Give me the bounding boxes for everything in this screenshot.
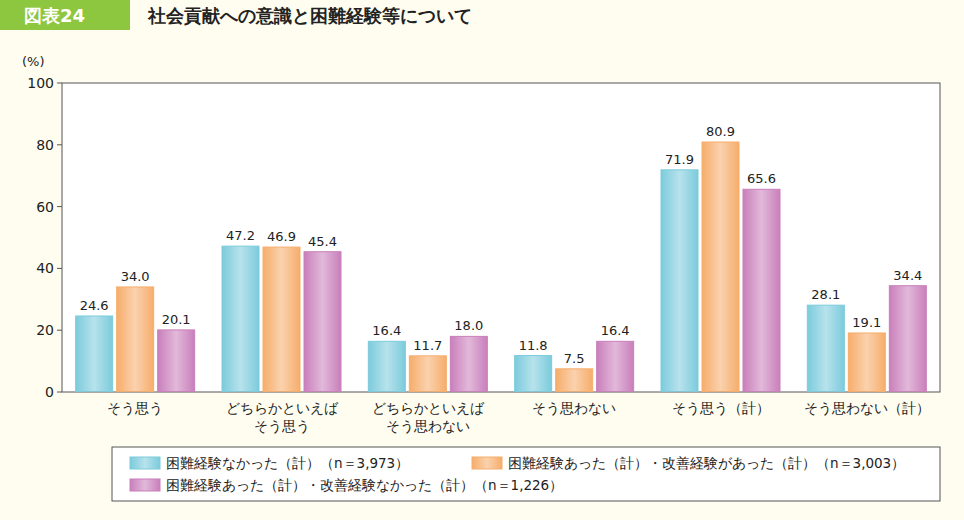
y-tick-label: 0 bbox=[45, 384, 54, 400]
data-label: 11.7 bbox=[413, 338, 442, 353]
bar bbox=[304, 252, 341, 392]
x-tick-label: そう思う（計） bbox=[672, 400, 770, 416]
x-tick-label: どちらかといえばそう思わない bbox=[372, 400, 485, 434]
plot-frame bbox=[62, 83, 940, 392]
data-label: 19.1 bbox=[852, 315, 881, 330]
bars bbox=[76, 142, 927, 392]
bar bbox=[661, 170, 698, 392]
legend-label: 困難経験あった（計）・改善経験なかった（計）（n＝1,226） bbox=[166, 477, 563, 493]
bar bbox=[76, 316, 113, 392]
legend-label: 困難経験なかった（計）（n＝3,973） bbox=[166, 455, 409, 471]
y-tick-label: 60 bbox=[36, 199, 54, 215]
x-tick-label: どちらかといえばそう思う bbox=[226, 400, 339, 434]
data-label: 28.1 bbox=[811, 287, 840, 302]
data-labels: 24.6 34.0 20.1 47.2 46.9 45.4 16.4 11.7 18.0 11.8… bbox=[80, 124, 923, 366]
y-tick bbox=[57, 144, 62, 145]
data-label: 24.6 bbox=[80, 298, 109, 313]
data-label: 80.9 bbox=[706, 124, 735, 139]
y-tick-label: 20 bbox=[36, 322, 54, 338]
data-label: 34.0 bbox=[121, 269, 150, 284]
data-label: 7.5 bbox=[564, 351, 585, 366]
bar bbox=[409, 356, 446, 392]
bar bbox=[222, 246, 259, 392]
bar bbox=[807, 305, 844, 392]
bar bbox=[743, 189, 780, 392]
legend-box bbox=[112, 447, 940, 501]
badge bbox=[0, 0, 130, 30]
data-label: 46.9 bbox=[267, 229, 296, 244]
y-tick bbox=[57, 392, 62, 393]
bar bbox=[889, 286, 926, 392]
y-tick bbox=[57, 330, 62, 331]
x-tick-label: そう思わない bbox=[532, 400, 616, 416]
bar bbox=[556, 369, 593, 392]
bar bbox=[450, 336, 487, 392]
y-axis-label: (%) bbox=[22, 54, 45, 69]
bar bbox=[702, 142, 739, 392]
y-tick bbox=[57, 268, 62, 269]
data-label: 34.4 bbox=[893, 268, 922, 283]
data-label: 16.4 bbox=[601, 323, 630, 338]
x-tick-label: そう思う bbox=[107, 400, 163, 416]
bar bbox=[117, 287, 154, 392]
data-label: 47.2 bbox=[226, 228, 255, 243]
chart: 図表24 社会貢献への意識と困難経験等について (%) 0 20 40 60 80 100 24.… bbox=[0, 0, 964, 520]
legend-label: 困難経験あった（計）・改善経験があった（計）（n＝3,003） bbox=[508, 455, 905, 471]
data-label: 20.1 bbox=[162, 312, 191, 327]
legend-swatch bbox=[472, 457, 502, 469]
data-label: 11.8 bbox=[519, 338, 548, 353]
data-label: 71.9 bbox=[665, 152, 694, 167]
y-tick bbox=[57, 206, 62, 207]
legend-swatch bbox=[130, 479, 160, 491]
bar bbox=[158, 330, 195, 392]
bar bbox=[848, 333, 885, 392]
legend-swatch bbox=[130, 457, 160, 469]
data-label: 45.4 bbox=[308, 234, 337, 249]
data-label: 16.4 bbox=[372, 323, 401, 338]
bar bbox=[515, 356, 552, 392]
y-tick-label: 80 bbox=[36, 137, 54, 153]
data-label: 18.0 bbox=[454, 318, 483, 333]
title: 社会貢献への意識と困難経験等について bbox=[147, 5, 472, 26]
y-tick-label: 40 bbox=[36, 260, 54, 276]
data-label: 65.6 bbox=[747, 171, 776, 186]
y-tick bbox=[57, 83, 62, 84]
bar bbox=[368, 341, 405, 392]
bar bbox=[597, 341, 634, 392]
x-tick-label: そう思わない（計） bbox=[804, 400, 930, 416]
figure-label: 図表24 bbox=[24, 5, 85, 26]
y-tick-label: 100 bbox=[27, 75, 54, 91]
bar bbox=[263, 247, 300, 392]
